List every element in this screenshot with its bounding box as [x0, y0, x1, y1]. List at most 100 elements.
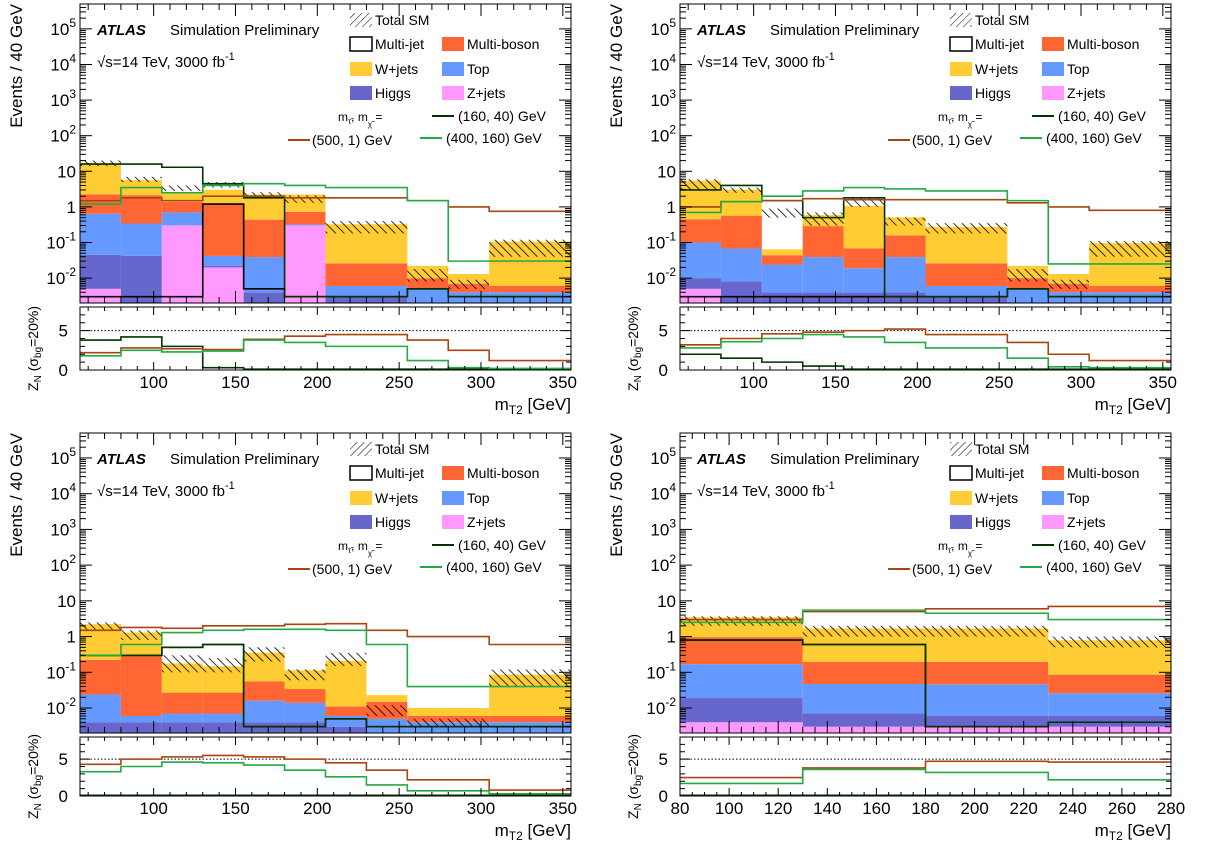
legend-multiboson-swatch [1042, 466, 1064, 480]
ratio-160-40-line [80, 336, 571, 370]
x-tick-label: 100 [715, 799, 743, 818]
y-tick-label: 10-1 [646, 230, 676, 253]
bar-higgs [802, 292, 844, 303]
signal-160-40-line [80, 643, 571, 728]
bar-multiboson [161, 692, 203, 714]
atlas-logo-text: ATLAS [96, 451, 146, 468]
y-tick-label: 103 [50, 516, 76, 539]
bar-higgs [243, 292, 285, 303]
bar-wjets [448, 274, 490, 284]
y-axis-title: Events / 50 GeV [607, 432, 626, 556]
ratio-axis-title: ZN (σbg=20%) [25, 306, 44, 391]
bar-top [925, 684, 1049, 716]
bar-top [202, 255, 244, 266]
legend-zjets-label: Z+jets [467, 514, 506, 530]
legend-wjets-swatch [350, 491, 372, 505]
bar-wjets [407, 708, 490, 716]
y-axis-ticks: 10-2 10-1 1 10 102 103 104 105 [46, 3, 571, 304]
ratio-axis-title: ZN (σbg=20%) [25, 734, 44, 819]
x-tick-label: 260 [1108, 799, 1136, 818]
y-tick-label: 10-1 [46, 659, 76, 682]
bar-multiboson [925, 661, 1049, 685]
legend-multiboson-label: Multi-boson [467, 36, 539, 52]
legend-higgs-label: Higgs [375, 85, 411, 101]
total-sm-uncertainty [243, 647, 285, 662]
ratio-400-160-line [680, 768, 1171, 785]
signal-400-160-line [80, 628, 571, 688]
signal-400-160-line [80, 182, 571, 262]
bar-higgs [325, 726, 367, 733]
legend-top-label: Top [1067, 61, 1090, 77]
total-sm-uncertainty [1048, 636, 1171, 648]
y-tick-label: 104 [50, 481, 76, 504]
ratio-400-160-line [680, 333, 1171, 369]
y-tick-label: 10 [57, 162, 76, 181]
ratio-axis-title: ZN (σbg=20%) [625, 734, 644, 819]
bar-top [202, 713, 244, 723]
x-tick-label: 160 [862, 799, 890, 818]
bar-higgs [284, 722, 326, 733]
legend-zjets-swatch [1042, 515, 1064, 529]
total-sm-uncertainty [120, 176, 162, 183]
bar-wjets [1048, 274, 1090, 284]
y-tick-label: 102 [650, 123, 676, 146]
x-tick-label: 200 [303, 799, 331, 818]
legend-mass-label: mτ̃, mχ̃ = [338, 539, 382, 558]
legend-higgs-label: Higgs [975, 85, 1011, 101]
total-sm-uncertainty [366, 705, 408, 716]
y-tick-label: 10 [657, 592, 676, 611]
bar-zjets [161, 225, 203, 303]
legend-top-swatch [1042, 491, 1064, 505]
ratio-axis-title: ZN (σbg=20%) [625, 306, 644, 391]
bar-multiboson [884, 235, 926, 258]
energy-luminosity-label: √s=14 TeV, 3000 fb-1 [97, 51, 235, 71]
legend-multijet-label: Multi-jet [375, 36, 424, 52]
bar-wjets [161, 193, 203, 202]
bar-multiboson [120, 654, 162, 716]
bar-multiboson [1007, 278, 1049, 289]
legend-multijet-swatch [949, 36, 973, 52]
x-tick-label: 300 [1067, 373, 1095, 392]
ratio-y-tick-label: 0 [659, 787, 668, 806]
y-tick-label: 1 [667, 628, 676, 647]
bar-wjets [843, 205, 885, 249]
y-tick-label: 1 [667, 198, 676, 217]
main-frame [79, 432, 572, 734]
bar-multiboson [489, 286, 571, 293]
bar-wjets [366, 695, 408, 702]
x-tick-label: 350 [549, 373, 577, 392]
bar-multiboson [1089, 286, 1171, 293]
panel-br: 10-2 10-1 1 10 102 103 104 105 0 5 80 100 120 140 160 1… [607, 432, 1185, 843]
ratio-plot-area [680, 328, 1171, 370]
y-axis-ticks: 10-2 10-1 1 10 102 103 104 105 [646, 3, 1171, 304]
bar-higgs [680, 698, 803, 723]
bar-top [843, 268, 885, 293]
x-tick-label: 100 [139, 799, 167, 818]
bar-higgs [802, 713, 926, 727]
total-sm-uncertainty [489, 239, 571, 257]
atlas-subtitle: Simulation Preliminary [770, 22, 920, 39]
atlas-subtitle: Simulation Preliminary [170, 22, 320, 39]
bar-multiboson [761, 255, 803, 265]
atlas-logo-text: ATLAS [96, 22, 146, 39]
legend-higgs-swatch [950, 86, 972, 100]
bar-higgs [80, 254, 121, 289]
bar-multiboson [284, 689, 326, 703]
signal-500-1-line [80, 622, 571, 646]
ratio-y-tick-label: 0 [59, 361, 68, 380]
bar-multiboson [325, 706, 367, 716]
panel-tl: 10-2 10-1 1 10 102 103 104 105 0 5 100 150 200 250 300… [7, 3, 577, 417]
bar-top [325, 715, 367, 727]
bar-top [925, 286, 1008, 297]
x-axis-title: mT2 [GeV] [1095, 395, 1171, 417]
bar-multiboson [720, 215, 762, 249]
ratio-500-1-line [80, 754, 571, 791]
total-sm-uncertainty [120, 630, 162, 641]
total-sm-uncertainty [843, 197, 885, 207]
legend-sig-400-160-label: (400, 160) GeV [446, 559, 542, 575]
legend-zjets-swatch [442, 515, 464, 529]
total-sm-uncertainty [802, 212, 844, 226]
bar-top [120, 715, 162, 723]
bar-top [448, 292, 490, 303]
ratio-y-tick-label: 5 [59, 322, 68, 341]
